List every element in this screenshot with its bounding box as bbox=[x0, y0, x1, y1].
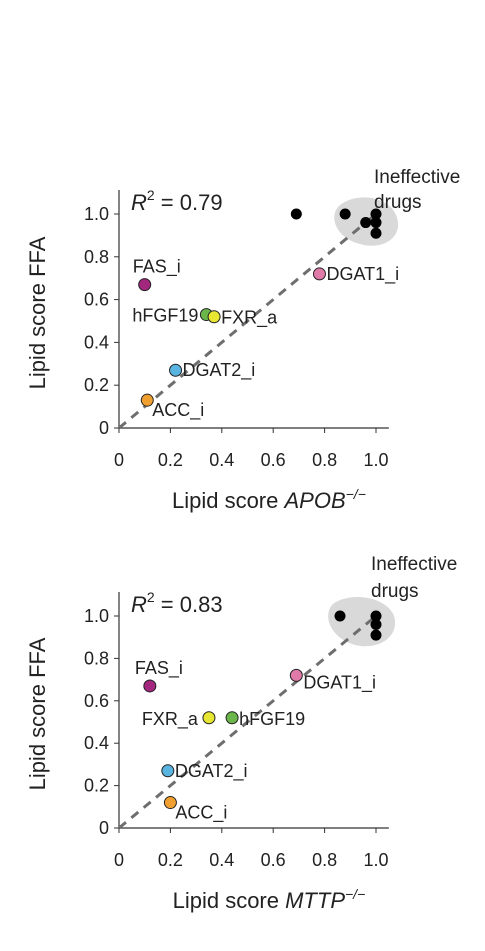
x-axis-title: Lipid score APOB−/− bbox=[172, 486, 366, 513]
drug-label-dgat2-i: DGAT2_i bbox=[183, 360, 256, 381]
x-axis-title-gene: MTTP bbox=[285, 888, 345, 913]
ineffective-drug-point bbox=[370, 208, 382, 220]
r-squared-value: = 0.83 bbox=[155, 592, 223, 617]
drug-point-dgat2-i bbox=[161, 764, 175, 778]
ineffective-drugs-label: Ineffective bbox=[374, 167, 460, 188]
x-tick-label: 0.6 bbox=[261, 450, 286, 470]
y-tick-label: 1.0 bbox=[84, 204, 109, 224]
y-tick-label: 0 bbox=[99, 418, 109, 438]
r-squared-symbol: R bbox=[131, 592, 147, 617]
y-tick-label: 0.8 bbox=[84, 247, 109, 267]
drug-label-hfgf19: hFGF19 bbox=[239, 709, 305, 729]
drug-label-fas-i: FAS_i bbox=[135, 658, 183, 679]
ineffective-drugs-label: Ineffective bbox=[371, 554, 457, 575]
drug-label-dgat1-i: DGAT1_i bbox=[326, 264, 399, 285]
ineffective-drug-point bbox=[370, 610, 382, 622]
y-tick-label: 0.6 bbox=[84, 290, 109, 310]
x-axis-title-gene: APOB bbox=[282, 488, 345, 513]
x-tick-label: 0 bbox=[114, 850, 124, 870]
r-squared-value: = 0.79 bbox=[155, 190, 223, 215]
x-tick-label: 1.0 bbox=[363, 450, 388, 470]
drug-label-acc-i: ACC_i bbox=[152, 400, 204, 421]
drug-point-fas-i bbox=[143, 679, 157, 693]
ineffective-drug-point bbox=[334, 610, 346, 622]
ineffective-drugs-label-line2: drugs bbox=[371, 581, 419, 602]
x-tick-label: 0.8 bbox=[312, 850, 337, 870]
r-squared-label: R2 = 0.83 bbox=[131, 589, 223, 617]
x-axis-title-superscript: −/− bbox=[346, 486, 366, 502]
ineffective-drug-point bbox=[290, 208, 302, 220]
drug-point-dgat1-i bbox=[312, 267, 326, 281]
y-tick-label: 0.8 bbox=[84, 648, 109, 668]
drug-point-fxr-a bbox=[207, 310, 221, 324]
drug-point-dgat2-i bbox=[169, 363, 183, 377]
x-tick-label: 0.4 bbox=[209, 850, 234, 870]
identity-line bbox=[118, 614, 377, 830]
r-squared-superscript: 2 bbox=[147, 589, 155, 605]
x-tick-label: 0.4 bbox=[209, 450, 234, 470]
r-squared-label: R2 = 0.79 bbox=[131, 187, 223, 215]
x-tick-label: 0.8 bbox=[312, 450, 337, 470]
y-tick-label: 0.4 bbox=[84, 332, 109, 352]
y-tick-label: 0 bbox=[99, 818, 109, 838]
ineffective-drug-point bbox=[370, 217, 382, 229]
identity-line bbox=[118, 212, 377, 430]
drug-label-fxr-a: FXR_a bbox=[221, 308, 278, 329]
y-axis-title: Lipid score FFA bbox=[25, 637, 50, 790]
drug-point-acc-i bbox=[140, 393, 154, 407]
x-axis-title-superscript: −/− bbox=[345, 886, 365, 902]
drug-point-hfgf19 bbox=[225, 711, 239, 725]
ineffective-drugs-label-line2: drugs bbox=[374, 192, 422, 213]
y-axis-title: Lipid score FFA bbox=[25, 236, 50, 389]
drug-label-hfgf19: hFGF19 bbox=[132, 306, 198, 326]
drug-label-fas-i: FAS_i bbox=[133, 257, 181, 278]
x-tick-label: 0.2 bbox=[158, 450, 183, 470]
y-tick-label: 0.6 bbox=[84, 691, 109, 711]
r-squared-symbol: R bbox=[131, 190, 147, 215]
drug-point-dgat1-i bbox=[289, 668, 303, 682]
drug-label-acc-i: ACC_i bbox=[175, 803, 227, 824]
ineffective-drug-point bbox=[370, 227, 382, 239]
drug-point-acc-i bbox=[163, 796, 177, 810]
drug-label-dgat2-i: DGAT2_i bbox=[175, 761, 248, 782]
ineffective-drug-point bbox=[360, 217, 372, 229]
y-tick-label: 0.2 bbox=[84, 375, 109, 395]
scatter-panel-1: 0 0.2 0.4 0.6 0.8 1.0 0 0.2 0.4 0.6 0.8 1.0 Lipid sc… bbox=[25, 167, 460, 513]
ineffective-drug-point bbox=[339, 208, 351, 220]
ineffective-drugs-region bbox=[328, 597, 396, 647]
ineffective-drug-point bbox=[370, 618, 382, 630]
ineffective-drug-point bbox=[370, 629, 382, 641]
y-tick-label: 0.4 bbox=[84, 733, 109, 753]
x-axis-title-main: Lipid score bbox=[172, 488, 285, 513]
drug-point-fxr-a bbox=[202, 711, 216, 725]
x-tick-label: 0.2 bbox=[158, 850, 183, 870]
x-tick-label: 0 bbox=[114, 450, 124, 470]
x-axis-title-main: Lipid score bbox=[173, 888, 286, 913]
drug-label-dgat1-i: DGAT1_i bbox=[303, 672, 376, 693]
drug-point-fas-i bbox=[138, 278, 152, 292]
r-squared-superscript: 2 bbox=[147, 187, 155, 203]
scatter-panel-2: 0 0.2 0.4 0.6 0.8 1.0 0 0.2 0.4 0.6 0.8 1.0 Lipid sc… bbox=[25, 554, 457, 913]
drug-label-fxr-a: FXR_a bbox=[142, 709, 199, 730]
y-tick-label: 1.0 bbox=[84, 606, 109, 626]
y-tick-label: 0.2 bbox=[84, 776, 109, 796]
x-axis-title: Lipid score MTTP−/− bbox=[173, 886, 366, 913]
x-tick-label: 1.0 bbox=[363, 850, 388, 870]
x-tick-label: 0.6 bbox=[261, 850, 286, 870]
